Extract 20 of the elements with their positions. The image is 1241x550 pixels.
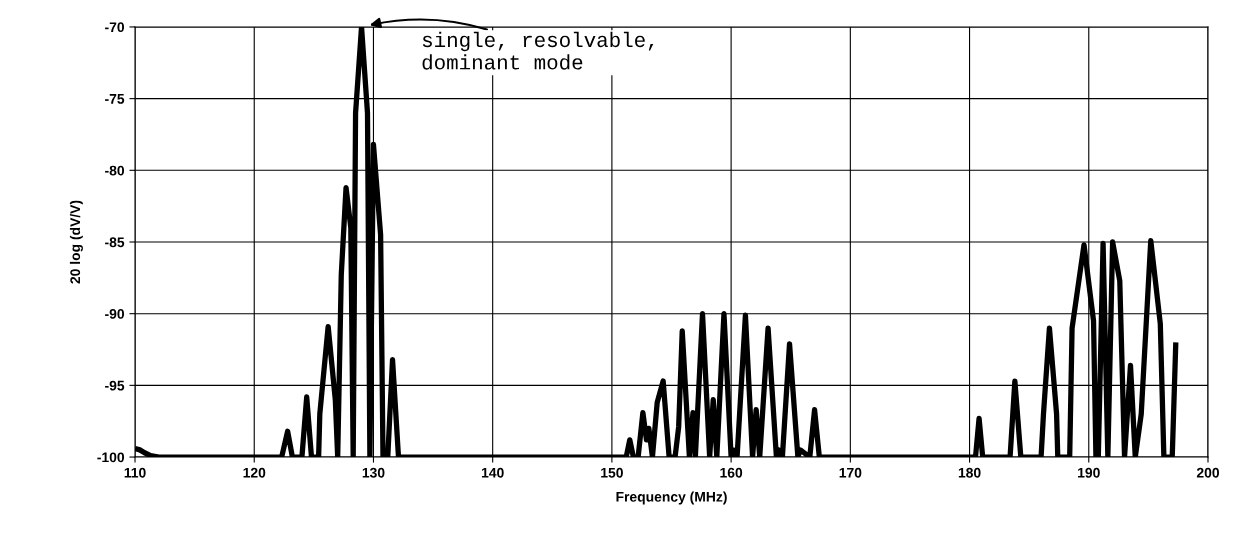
x-tick-label: 120: [243, 467, 266, 478]
y-tick-label: -75: [105, 94, 125, 104]
x-tick-label: 190: [1078, 467, 1100, 478]
y-tick-label: -70: [105, 22, 125, 33]
x-tick-label: 170: [839, 467, 862, 478]
y-tick-label: -100: [97, 452, 125, 463]
y-tick-label: -85: [105, 237, 125, 248]
x-tick-label: 140: [481, 467, 504, 478]
y-tick-label: -90: [105, 309, 125, 319]
x-tick-label: 160: [720, 467, 743, 478]
y-tick-label: -80: [105, 165, 125, 176]
x-tick-label: 150: [601, 467, 623, 478]
x-tick-label: 130: [362, 467, 385, 478]
x-tick-label: 200: [1196, 467, 1220, 478]
y-axis-title: 20 log (dV/V): [69, 200, 83, 284]
x-tick-label: 180: [958, 467, 981, 478]
y-tick-label: -95: [105, 380, 125, 391]
annotation: single, resolvable, dominant mode: [422, 31, 654, 70]
x-axis-title: Frequency (MHz): [616, 491, 727, 505]
x-tick-label: 110: [124, 467, 146, 478]
